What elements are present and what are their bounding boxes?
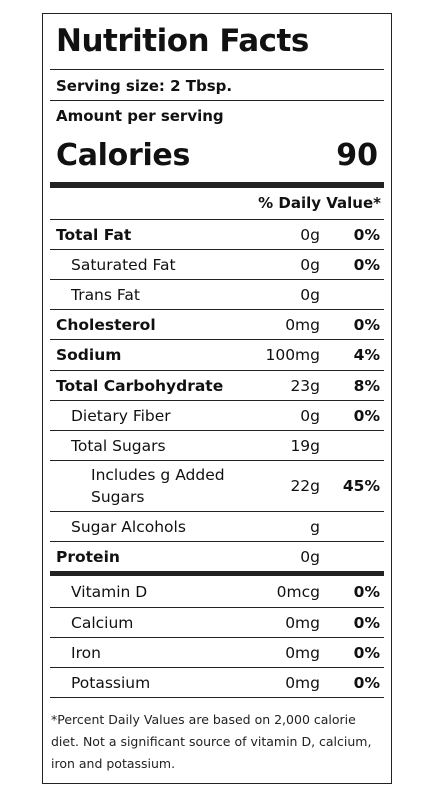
nutrient-amount: 0mg [285,316,320,334]
vitamin-row-calcium: Calcium 0mg 0% [50,608,384,638]
nutrient-name: Includes g Added Sugars [91,466,225,506]
nutrient-name: Total Sugars [71,437,166,455]
divider [50,370,384,371]
vitamin-dv: 0% [353,674,380,692]
divider [50,430,384,431]
daily-value-header: % Daily Value* [258,194,381,212]
vitamin-row-potassium: Potassium 0mg 0% [50,668,384,698]
nutrient-dv: 0% [353,316,380,334]
divider [50,100,384,101]
vitamin-row-iron: Iron 0mg 0% [50,638,384,668]
nutrient-dv: 0% [353,226,380,244]
vitamin-dv: 0% [353,583,380,601]
nutrient-amount: 0g [300,226,320,244]
divider [50,541,384,542]
nutrient-amount: 0g [300,548,320,566]
vitamin-amount: 0mg [285,614,320,632]
vitamin-amount: 0mg [285,644,320,662]
nutrient-row-sugar-alcohols: Sugar Alcohols g [50,512,384,542]
nutrient-amount: g [310,518,320,536]
calories-label: Calories [56,138,191,173]
vitamin-row-vitamin-d: Vitamin D 0mcg 0% [50,577,384,607]
nutrient-name: Sodium [56,346,122,364]
nutrient-row-protein: Protein 0g [50,542,384,572]
divider [50,697,384,698]
nutrient-name: Protein [56,548,120,566]
nutrient-row-total-sugars: Total Sugars 19g [50,431,384,461]
divider [50,637,384,638]
nutrient-amount: 100mg [265,346,320,364]
vitamin-name: Calcium [71,614,134,632]
serving-size: Serving size: 2 Tbsp. [56,77,233,95]
label-title: Nutrition Facts [56,23,309,59]
divider [50,511,384,512]
nutrient-amount: 22g [290,477,320,495]
nutrient-name: Total Fat [56,226,132,244]
divider [50,607,384,608]
nutrient-amount: 0g [300,286,320,304]
divider [50,279,384,280]
divider [50,339,384,340]
footnote: *Percent Daily Values are based on 2,000… [51,712,372,771]
thick-divider [50,571,384,576]
vitamin-dv: 0% [353,644,380,662]
nutrient-row-total-carbohydrate: Total Carbohydrate 23g 8% [50,371,384,401]
nutrient-dv: 0% [353,407,380,425]
divider [50,249,384,250]
nutrient-row-saturated-fat: Saturated Fat 0g 0% [50,250,384,280]
nutrient-name: Trans Fat [71,286,140,304]
nutrient-row-dietary-fiber: Dietary Fiber 0g 0% [50,401,384,431]
divider [50,400,384,401]
nutrient-name: Cholesterol [56,316,156,334]
nutrient-name: Total Carbohydrate [56,377,224,395]
nutrient-amount: 19g [290,437,320,455]
vitamin-amount: 0mg [285,674,320,692]
divider [50,460,384,461]
divider [50,309,384,310]
nutrient-amount: 0g [300,407,320,425]
vitamin-name: Potassium [71,674,151,692]
thick-divider [50,182,384,188]
nutrition-facts-label: Nutrition Facts Serving size: 2 Tbsp. Am… [42,13,392,784]
nutrient-amount: 23g [290,377,320,395]
divider [50,69,384,70]
vitamin-amount: 0mcg [276,583,320,601]
nutrient-row-cholesterol: Cholesterol 0mg 0% [50,310,384,340]
nutrient-amount: 0g [300,256,320,274]
divider [50,219,384,220]
nutrient-dv: 0% [353,256,380,274]
nutrient-row-added-sugars: Includes g Added Sugars 22g 45% [50,461,384,511]
vitamin-name: Iron [71,644,101,662]
nutrient-name: Saturated Fat [71,256,176,274]
nutrient-row-total-fat: Total Fat 0g 0% [50,220,384,250]
nutrient-name: Sugar Alcohols [71,518,186,536]
nutrient-row-trans-fat: Trans Fat 0g [50,280,384,310]
amount-per-serving: Amount per serving [56,107,224,125]
nutrient-dv: 8% [353,377,380,395]
calories-value: 90 [336,138,378,173]
vitamin-dv: 0% [353,614,380,632]
divider [50,667,384,668]
nutrient-dv: 45% [342,477,380,495]
nutrient-name: Dietary Fiber [71,407,171,425]
vitamin-name: Vitamin D [71,583,148,601]
nutrient-row-sodium: Sodium 100mg 4% [50,340,384,370]
nutrient-dv: 4% [353,346,380,364]
